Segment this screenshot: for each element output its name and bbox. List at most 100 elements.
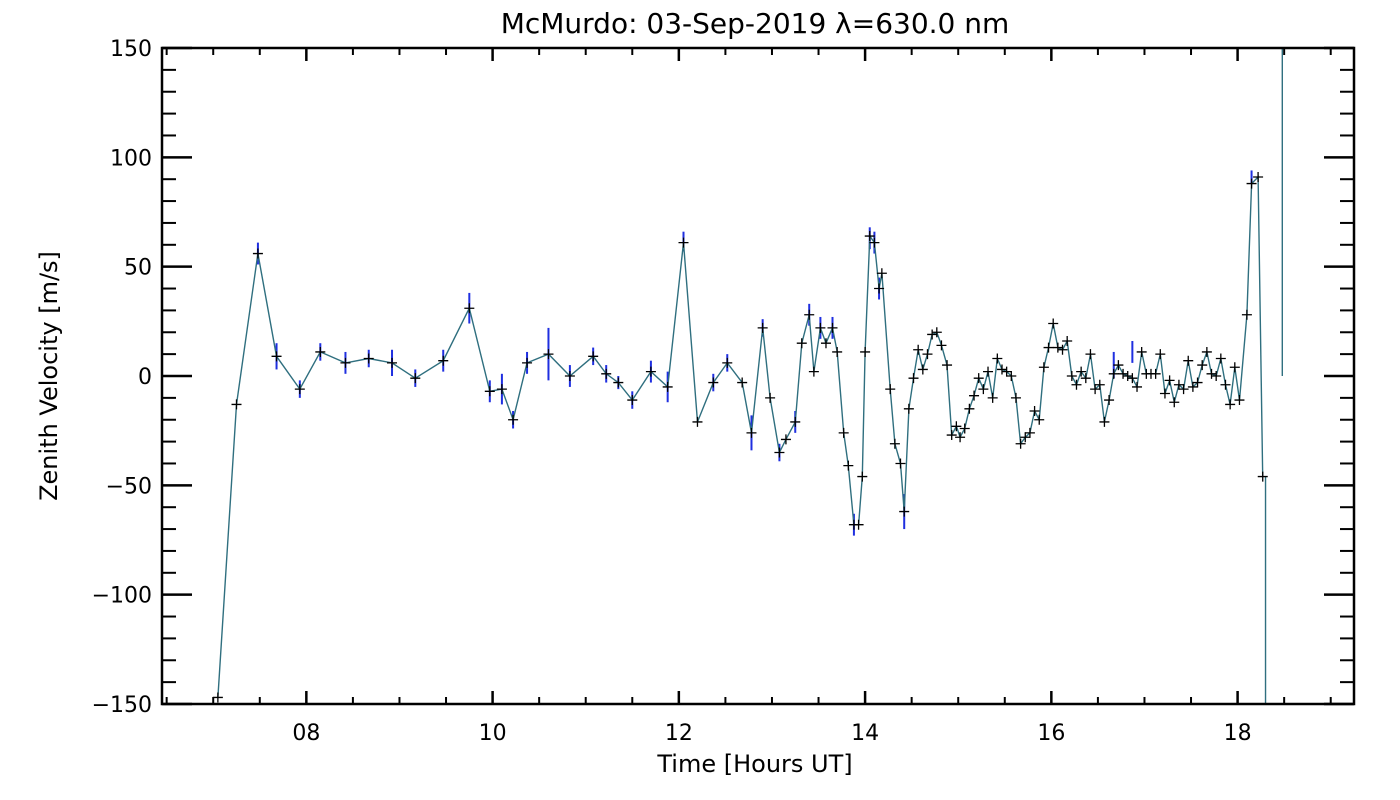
data-point-32	[774, 447, 785, 458]
data-point-105	[1132, 381, 1143, 392]
data-point-7	[363, 353, 374, 364]
data-point-111	[1159, 388, 1170, 399]
data-point-131	[1257, 471, 1268, 482]
data-point-123	[1215, 353, 1226, 364]
data-point-97	[1094, 379, 1105, 390]
data-point-10	[438, 355, 449, 366]
data-point-9	[410, 373, 421, 384]
data-point-124	[1220, 379, 1231, 390]
data-point-23	[662, 381, 673, 392]
data-point-28	[737, 377, 748, 388]
data-point-20	[613, 377, 624, 388]
data-point-59	[917, 364, 928, 375]
data-point-5	[315, 346, 326, 357]
data-point-29	[746, 427, 757, 438]
data-point-11	[464, 303, 475, 314]
data-point-63	[936, 340, 947, 351]
data-point-45	[853, 519, 864, 530]
data-point-92	[1071, 379, 1082, 390]
data-point-40	[827, 322, 838, 333]
data-point-39	[820, 338, 831, 349]
data-point-17	[564, 371, 575, 381]
data-point-80	[1015, 438, 1026, 449]
data-point-8	[387, 357, 398, 368]
data-point-35	[796, 338, 807, 349]
data-point-119	[1197, 360, 1208, 371]
data-point-54	[895, 458, 906, 469]
data-point-99	[1104, 395, 1115, 406]
y-tick-label: −100	[92, 584, 152, 609]
data-point-114	[1173, 379, 1184, 390]
data-point-126	[1229, 362, 1240, 373]
data-point-0	[212, 692, 223, 703]
data-point-112	[1164, 375, 1175, 386]
y-tick-label: 100	[110, 146, 152, 171]
data-point-12	[484, 386, 495, 397]
data-point-73	[983, 366, 994, 377]
data-point-49	[869, 237, 880, 248]
data-point-14	[508, 414, 519, 425]
data-point-125	[1225, 399, 1236, 410]
data-point-51	[876, 268, 887, 279]
data-point-89	[1057, 344, 1068, 355]
series-line-0	[217, 175, 1264, 698]
data-point-19	[601, 368, 612, 379]
data-point-21	[627, 395, 638, 406]
data-point-121	[1206, 368, 1217, 379]
data-point-68	[959, 423, 970, 434]
x-tick-label: 16	[1037, 721, 1065, 746]
series-lines	[217, 48, 1283, 704]
data-point-2	[252, 248, 263, 259]
data-point-78	[1006, 371, 1017, 381]
x-tick-label: 14	[851, 721, 879, 746]
x-tick-label: 18	[1224, 721, 1252, 746]
data-point-84	[1034, 414, 1045, 425]
data-point-55	[899, 506, 910, 517]
data-point-101	[1113, 360, 1124, 371]
data-point-66	[951, 421, 962, 432]
data-point-6	[340, 357, 351, 368]
data-point-82	[1024, 427, 1035, 438]
data-point-67	[955, 432, 966, 443]
data-point-13	[496, 384, 507, 395]
data-point-50	[874, 283, 885, 294]
data-point-83	[1029, 405, 1040, 416]
x-tick-label: 08	[292, 721, 320, 746]
data-point-34	[790, 416, 801, 427]
data-point-85	[1038, 362, 1049, 373]
data-point-1	[231, 399, 242, 410]
data-markers	[212, 172, 1268, 703]
y-tick-label: −150	[92, 693, 152, 718]
data-point-65	[946, 430, 957, 441]
y-axis-label: Zenith Velocity [m/s]	[35, 251, 63, 501]
data-point-57	[908, 373, 919, 384]
y-tick-label: 150	[110, 37, 152, 62]
data-point-70	[969, 390, 980, 401]
x-tick-label: 10	[479, 721, 507, 746]
chart-title: McMurdo: 03-Sep-2019 λ=630.0 nm	[501, 7, 1010, 40]
data-point-117	[1187, 381, 1198, 392]
x-axis-label: Time [Hours UT]	[656, 750, 852, 778]
y-tick-label: −50	[106, 474, 152, 499]
data-point-113	[1169, 397, 1180, 408]
data-point-98	[1099, 416, 1110, 427]
data-point-93	[1076, 366, 1087, 377]
data-point-109	[1150, 368, 1161, 379]
data-point-26	[708, 377, 719, 388]
data-point-4	[294, 384, 305, 395]
data-point-27	[722, 357, 733, 368]
data-point-81	[1020, 432, 1031, 443]
data-point-77	[1001, 366, 1012, 377]
data-point-53	[889, 438, 900, 449]
data-point-71	[973, 373, 984, 384]
data-point-64	[942, 360, 953, 371]
data-point-104	[1127, 373, 1138, 384]
data-point-15	[522, 357, 533, 368]
data-point-16	[543, 349, 554, 360]
axis-tick-labels: 08 10 12 14 16 18 −150 −100 −50 0 50 100 150	[92, 37, 1252, 746]
data-point-130	[1253, 172, 1264, 183]
data-point-42	[838, 427, 849, 438]
data-point-30	[757, 322, 768, 333]
data-point-25	[692, 416, 703, 427]
data-point-116	[1183, 355, 1194, 366]
